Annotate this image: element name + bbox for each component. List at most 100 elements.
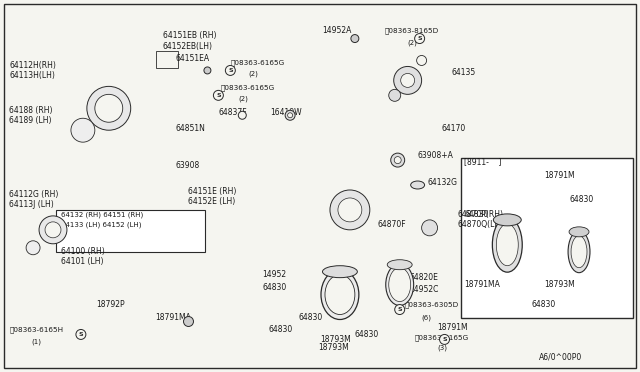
Circle shape <box>415 33 424 44</box>
Text: 18793M: 18793M <box>320 335 351 344</box>
Circle shape <box>401 73 415 87</box>
Circle shape <box>287 113 292 118</box>
Text: 18793M: 18793M <box>544 280 575 289</box>
Text: 64188 (RH): 64188 (RH) <box>9 106 52 115</box>
Text: 64830: 64830 <box>465 211 489 219</box>
Text: 63908: 63908 <box>175 161 200 170</box>
Text: 64152E (LH): 64152E (LH) <box>189 198 236 206</box>
Text: 18793M: 18793M <box>318 343 349 352</box>
Text: 64152EB(LH): 64152EB(LH) <box>163 42 212 51</box>
Text: 64830: 64830 <box>355 330 379 339</box>
Circle shape <box>351 35 359 42</box>
Circle shape <box>395 305 404 314</box>
Ellipse shape <box>569 227 589 237</box>
Ellipse shape <box>321 270 359 320</box>
Circle shape <box>422 220 438 236</box>
Ellipse shape <box>386 264 413 305</box>
Circle shape <box>26 241 40 255</box>
Bar <box>56 210 205 252</box>
Circle shape <box>225 65 236 76</box>
Text: 16419W: 16419W <box>270 108 302 117</box>
Text: Ⓝ08363-6165G: Ⓝ08363-6165G <box>415 334 469 341</box>
Text: 63908+A: 63908+A <box>418 151 454 160</box>
Text: 14952A: 14952A <box>322 26 351 35</box>
Text: S: S <box>216 93 221 98</box>
Circle shape <box>71 118 95 142</box>
Text: (2): (2) <box>238 95 248 102</box>
Text: 18791MA: 18791MA <box>465 280 500 289</box>
Text: Ⓝ08363-6165G: Ⓝ08363-6165G <box>220 84 275 91</box>
Text: 14952: 14952 <box>262 270 286 279</box>
Text: 64100 (RH): 64100 (RH) <box>61 247 105 256</box>
Ellipse shape <box>323 266 357 278</box>
Circle shape <box>204 67 211 74</box>
Text: 64830: 64830 <box>298 313 323 322</box>
Text: 64830: 64830 <box>569 195 593 205</box>
Text: S: S <box>79 332 83 337</box>
Ellipse shape <box>492 217 522 272</box>
Text: 64820E: 64820E <box>410 273 438 282</box>
Circle shape <box>45 222 61 238</box>
Circle shape <box>388 89 401 101</box>
Ellipse shape <box>388 268 411 302</box>
Text: 64133 (LH) 64152 (LH): 64133 (LH) 64152 (LH) <box>61 222 141 228</box>
Text: (2): (2) <box>248 70 258 77</box>
Text: 64870Q(LH): 64870Q(LH) <box>458 220 504 230</box>
Text: (6): (6) <box>422 314 431 321</box>
Circle shape <box>184 317 193 327</box>
Circle shape <box>95 94 123 122</box>
Text: 18791M: 18791M <box>438 323 468 332</box>
Text: 64830: 64830 <box>262 283 287 292</box>
Text: (1): (1) <box>31 338 41 345</box>
Circle shape <box>417 55 427 65</box>
Text: 64837F: 64837F <box>218 108 247 117</box>
Text: Ⓝ08363-6165H: Ⓝ08363-6165H <box>9 326 63 333</box>
Text: S: S <box>397 307 402 312</box>
Text: Ⓝ08363-6165G: Ⓝ08363-6165G <box>230 59 285 66</box>
Text: 64170: 64170 <box>442 124 466 133</box>
Text: 64851N: 64851N <box>175 124 205 133</box>
Text: 18791M: 18791M <box>544 170 575 180</box>
Text: 64101 (LH): 64101 (LH) <box>61 257 104 266</box>
Ellipse shape <box>325 275 355 314</box>
Ellipse shape <box>568 231 590 273</box>
Text: Ⓝ08363-8165D: Ⓝ08363-8165D <box>385 27 439 34</box>
Text: 64132 (RH) 64151 (RH): 64132 (RH) 64151 (RH) <box>61 212 143 218</box>
Bar <box>461 158 633 318</box>
Circle shape <box>39 216 67 244</box>
Text: 64135: 64135 <box>451 68 476 77</box>
Text: 64830: 64830 <box>531 300 556 309</box>
Text: 64113J (LH): 64113J (LH) <box>9 201 54 209</box>
Ellipse shape <box>497 224 518 266</box>
Circle shape <box>213 90 223 100</box>
Ellipse shape <box>571 236 587 268</box>
Text: [8911-    ]: [8911- ] <box>465 158 502 167</box>
Text: 14952C: 14952C <box>410 285 439 294</box>
Circle shape <box>440 334 449 344</box>
Text: 18791MA: 18791MA <box>156 313 191 322</box>
Ellipse shape <box>493 214 521 226</box>
Circle shape <box>330 190 370 230</box>
Text: 64151E (RH): 64151E (RH) <box>189 187 237 196</box>
Text: S: S <box>417 36 422 41</box>
Text: S: S <box>228 68 233 73</box>
Text: Ⓝ08363-6305D: Ⓝ08363-6305D <box>404 301 459 308</box>
Text: 64189 (LH): 64189 (LH) <box>9 116 52 125</box>
Text: 64870F: 64870F <box>378 220 406 230</box>
Text: 64870P(RH): 64870P(RH) <box>458 211 504 219</box>
Circle shape <box>338 198 362 222</box>
Text: 64830: 64830 <box>268 325 292 334</box>
Circle shape <box>394 157 401 164</box>
Circle shape <box>87 86 131 130</box>
Circle shape <box>285 110 295 120</box>
Text: (2): (2) <box>408 39 417 46</box>
Circle shape <box>391 153 404 167</box>
Text: S: S <box>442 337 447 342</box>
Text: 64112H(RH): 64112H(RH) <box>9 61 56 70</box>
Text: 18792P: 18792P <box>96 300 124 309</box>
Text: 64132G: 64132G <box>428 177 458 186</box>
Circle shape <box>238 111 246 119</box>
Bar <box>156 51 177 68</box>
Circle shape <box>394 67 422 94</box>
Text: 64151EB (RH): 64151EB (RH) <box>163 31 216 40</box>
